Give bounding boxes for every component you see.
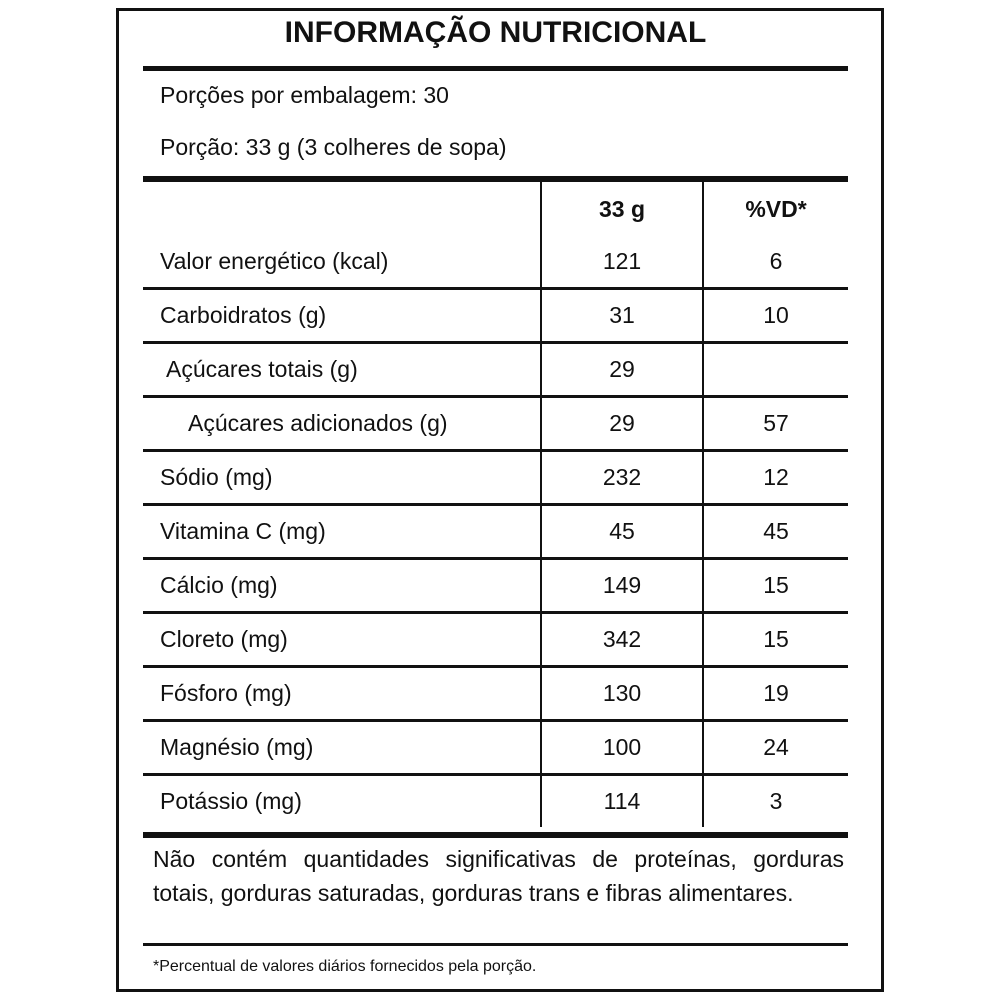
cell-amount: 100 xyxy=(540,720,703,776)
nutrient-row: Sódio (mg) 232 12 xyxy=(143,450,848,506)
nutrient-row: Açúcares adicionados (g) 29 57 xyxy=(143,396,848,452)
cell-label: Açúcares totais (g) xyxy=(143,342,541,398)
nutrient-row: Cloreto (mg) 342 15 xyxy=(143,612,848,668)
nutrient-row: Magnésio (mg) 100 24 xyxy=(143,720,848,776)
cell-label: Fósforo (mg) xyxy=(143,666,541,722)
divider xyxy=(143,66,848,71)
label-border xyxy=(116,8,884,992)
cell-vd: 3 xyxy=(702,774,848,827)
cell-amount: 31 xyxy=(540,288,703,344)
cell-vd: 57 xyxy=(702,396,848,452)
divider xyxy=(143,943,848,946)
cell-amount: 114 xyxy=(540,774,703,827)
cell-vd: 15 xyxy=(702,612,848,668)
divider xyxy=(143,832,848,838)
column-header: 33 g xyxy=(540,182,703,236)
cell-vd xyxy=(702,342,848,398)
cell-label: Magnésio (mg) xyxy=(143,720,541,776)
column-header: %VD* xyxy=(702,182,848,236)
nutrient-row: Fósforo (mg) 130 19 xyxy=(143,666,848,722)
divider xyxy=(143,176,848,182)
cell-amount: 232 xyxy=(540,450,703,506)
cell-label: Cloreto (mg) xyxy=(143,612,541,668)
cell-amount: 121 xyxy=(540,236,703,290)
cell-vd: 15 xyxy=(702,558,848,614)
nutrition-table: 33 g %VD* Valor energético (kcal) 121 6 Carb… xyxy=(143,182,848,827)
nutrient-row: Cálcio (mg) 149 15 xyxy=(143,558,848,614)
nutrient-row: Carboidratos (g) 31 10 xyxy=(143,288,848,344)
footnote: *Percentual de valores diários fornecido… xyxy=(153,958,537,975)
header-row: 33 g %VD* xyxy=(143,182,848,236)
cell-amount: 342 xyxy=(540,612,703,668)
serving-size: Porção: 33 g (3 colheres de sopa) xyxy=(160,134,507,160)
cell-amount: 130 xyxy=(540,666,703,722)
servings: Porções por embalagem: 30 xyxy=(160,82,449,108)
cell-amount: 149 xyxy=(540,558,703,614)
cell-label: Carboidratos (g) xyxy=(143,288,541,344)
cell-vd: 12 xyxy=(702,450,848,506)
cell-label: Cálcio (mg) xyxy=(143,558,541,614)
cell-label: Açúcares adicionados (g) xyxy=(143,396,541,452)
cell-amount: 29 xyxy=(540,396,703,452)
cell-vd: 10 xyxy=(702,288,848,344)
title: INFORMAÇÃO NUTRICIONAL xyxy=(284,16,707,49)
cell-label: Vitamina C (mg) xyxy=(143,504,541,560)
nutrient-row: Vitamina C (mg) 45 45 xyxy=(143,504,848,560)
note: Não contém quantidades significativas de… xyxy=(153,846,844,906)
cell-vd: 19 xyxy=(702,666,848,722)
nutrient-row: Açúcares totais (g) 29 xyxy=(143,342,848,398)
cell-label: Valor energético (kcal) xyxy=(143,236,541,290)
cell-amount: 45 xyxy=(540,504,703,560)
nutrient-row: Potássio (mg) 114 3 xyxy=(143,774,848,827)
cell-vd: 6 xyxy=(702,236,848,290)
cell-amount: 29 xyxy=(540,342,703,398)
nutrient-row: Valor energético (kcal) 121 6 xyxy=(143,236,848,290)
cell-label: Potássio (mg) xyxy=(160,788,302,814)
cell-label: Sódio (mg) xyxy=(143,450,541,506)
cell-vd: 45 xyxy=(702,504,848,560)
cell-vd: 24 xyxy=(702,720,848,776)
